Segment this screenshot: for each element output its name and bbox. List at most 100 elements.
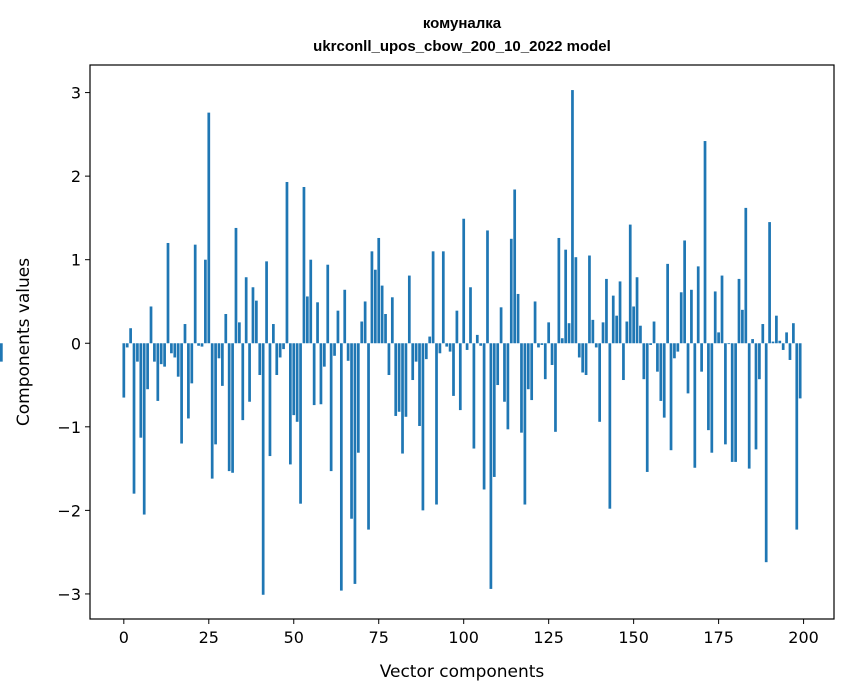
chart-subtitle: ukrconll_upos_cbow_200_10_2022 model xyxy=(313,38,611,55)
bar-181 xyxy=(737,278,741,344)
bar-99 xyxy=(458,343,462,411)
bar-144 xyxy=(611,295,615,344)
bar-165 xyxy=(683,240,686,344)
bar-87 xyxy=(418,343,421,426)
bar-160 xyxy=(666,263,669,344)
bar-3 xyxy=(132,343,136,494)
bar-10 xyxy=(156,343,160,401)
bar-59 xyxy=(322,343,326,367)
bar-33 xyxy=(234,227,238,344)
bar-116 xyxy=(516,293,520,344)
bar-0 xyxy=(122,343,126,398)
bar-45 xyxy=(275,343,279,376)
bar-122 xyxy=(537,343,540,348)
bar-168 xyxy=(693,343,697,468)
bar-179 xyxy=(730,343,734,462)
bar-143 xyxy=(608,343,612,509)
bar-118 xyxy=(523,343,527,505)
bar-138 xyxy=(591,319,595,344)
bar-29 xyxy=(221,343,224,386)
bar-72 xyxy=(367,343,370,530)
bar-2 xyxy=(129,328,132,344)
bar-103 xyxy=(472,343,476,449)
bar-182 xyxy=(741,309,744,344)
x-tick-label: 175 xyxy=(703,628,734,647)
bar-49 xyxy=(289,343,292,465)
bar-185 xyxy=(751,339,754,344)
bar-76 xyxy=(380,285,384,344)
bar-174 xyxy=(713,291,717,344)
bar-38 xyxy=(251,287,255,344)
y-tick-label: −3 xyxy=(57,585,81,604)
bar-130 xyxy=(564,249,568,344)
bar-86 xyxy=(414,343,418,362)
bar-57 xyxy=(316,302,319,344)
bar-107 xyxy=(486,230,489,344)
bar-132 xyxy=(571,90,574,344)
bar-163 xyxy=(676,343,680,352)
bar-189 xyxy=(764,343,768,563)
bar-197 xyxy=(792,323,795,344)
bar-100 xyxy=(462,218,466,344)
bar-40 xyxy=(258,343,262,376)
bar-54 xyxy=(305,296,309,344)
bar-139 xyxy=(594,343,598,348)
bar-14 xyxy=(170,343,173,354)
bar-52 xyxy=(299,343,302,504)
bar-42 xyxy=(265,261,268,344)
bar-70 xyxy=(360,321,364,344)
bar-151 xyxy=(635,277,639,344)
bar-135 xyxy=(581,343,585,373)
bar-133 xyxy=(574,257,578,344)
bar-115 xyxy=(513,189,517,344)
bar-156 xyxy=(652,321,656,344)
bar-176 xyxy=(720,275,724,344)
bar-188 xyxy=(761,324,765,344)
bar-21 xyxy=(193,244,197,344)
bar-154 xyxy=(645,343,649,472)
bar-16 xyxy=(176,343,180,377)
x-tick-label: 125 xyxy=(533,628,564,647)
bar-90 xyxy=(428,336,432,344)
bar-183 xyxy=(744,207,748,344)
bar-92 xyxy=(435,343,438,505)
bar-4 xyxy=(136,343,139,362)
bar-128 xyxy=(557,237,561,344)
bar-111 xyxy=(499,307,503,344)
bar-15 xyxy=(173,343,177,358)
bar-19 xyxy=(187,343,190,419)
bar-152 xyxy=(639,325,642,344)
bar-141 xyxy=(601,322,605,344)
bar-109 xyxy=(492,343,496,477)
bar-124 xyxy=(543,343,547,380)
bar-55 xyxy=(309,259,313,344)
bar-undefined xyxy=(0,343,3,362)
plot-frame xyxy=(89,64,835,620)
bar-50 xyxy=(292,343,296,416)
bar-81 xyxy=(397,343,401,412)
bar-13 xyxy=(166,242,170,344)
bar-60 xyxy=(326,264,330,344)
bar-68 xyxy=(353,343,357,584)
bar-48 xyxy=(285,181,289,344)
bar-157 xyxy=(656,343,659,372)
bar-121 xyxy=(533,301,537,344)
bar-35 xyxy=(241,343,245,421)
bar-93 xyxy=(438,343,442,354)
x-axis-ticks: 0 25 50 75 100 125 150 175 200 xyxy=(119,619,819,647)
bar-158 xyxy=(659,343,663,401)
bar-142 xyxy=(605,278,608,344)
bar-184 xyxy=(747,343,751,469)
bar-195 xyxy=(785,332,788,344)
bar-198 xyxy=(795,343,799,530)
bar-27 xyxy=(214,343,217,445)
bar-1 xyxy=(125,343,129,348)
bar-77 xyxy=(384,314,387,344)
bar-170 xyxy=(700,343,703,372)
bar-47 xyxy=(282,343,285,350)
bar-58 xyxy=(319,343,323,405)
bar-162 xyxy=(673,343,676,359)
bar-95 xyxy=(445,343,449,347)
bar-26 xyxy=(210,343,214,479)
